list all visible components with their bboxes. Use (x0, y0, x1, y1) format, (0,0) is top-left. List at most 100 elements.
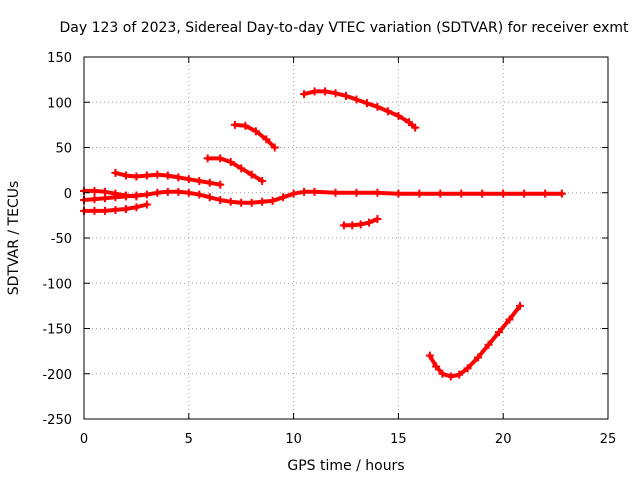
data-point (132, 172, 141, 181)
data-point (289, 189, 298, 198)
axis-tick-labels: 0 5 10 15 20 25 150 100 50 0 -50 -100 -150 -200 -250 (42, 51, 616, 447)
x-tick-label: 5 (185, 432, 193, 447)
data-point (362, 99, 371, 108)
data-point (404, 118, 413, 127)
data-point (415, 189, 424, 198)
data-point (505, 315, 514, 324)
x-tick-label: 20 (495, 432, 512, 447)
data-point (262, 135, 271, 144)
data-point (356, 220, 365, 229)
data-point (241, 121, 250, 130)
data-point (321, 87, 330, 96)
data-point (310, 187, 319, 196)
data-point (557, 189, 566, 198)
data-point (348, 221, 357, 230)
data-point (216, 154, 225, 163)
y-tick-label: 150 (47, 51, 72, 66)
data-point (230, 120, 239, 129)
data-point (495, 328, 504, 337)
series-4 (203, 154, 267, 185)
data-point (373, 188, 382, 197)
data-point (247, 198, 256, 207)
series-2 (80, 200, 151, 215)
data-point (90, 206, 99, 215)
data-point (474, 353, 483, 362)
data-point (226, 157, 235, 166)
data-point (438, 369, 447, 378)
x-axis-label: GPS time / hours (287, 458, 404, 474)
data-point (268, 196, 277, 205)
data-point (394, 111, 403, 120)
data-point (153, 170, 162, 179)
x-tick-label: 0 (80, 432, 88, 447)
data-point (90, 186, 99, 195)
data-point (237, 198, 246, 207)
data-point (203, 154, 212, 163)
series-1 (80, 187, 566, 207)
y-axis-label: SDTVAR / TECUs (6, 181, 22, 296)
series-5 (230, 120, 279, 152)
data-point (100, 206, 109, 215)
data-point (463, 364, 472, 373)
series-3 (111, 168, 225, 189)
data-point (174, 173, 183, 182)
data-point (163, 171, 172, 180)
y-tick-label: -150 (42, 323, 72, 338)
data-point (394, 189, 403, 198)
data-point (342, 91, 350, 100)
data-point (373, 102, 382, 111)
data-point (270, 143, 279, 152)
data-point (339, 221, 348, 230)
data-point (520, 189, 529, 198)
grid-lines (84, 57, 608, 419)
data-point (499, 189, 508, 198)
y-tick-label: -250 (42, 413, 72, 428)
data-point (100, 194, 109, 203)
data-point (153, 188, 162, 197)
series-6 (300, 87, 420, 132)
series-line (427, 303, 522, 379)
data-point (237, 164, 246, 173)
data-point (331, 188, 340, 197)
y-tick-label: -200 (42, 368, 72, 383)
x-tick-label: 25 (600, 432, 617, 447)
data-point (446, 372, 455, 381)
data-point (432, 362, 441, 371)
data-point (425, 351, 434, 360)
chart-title: Day 123 of 2023, Sidereal Day-to-day VTE… (60, 20, 630, 36)
data-point (331, 89, 340, 98)
data-point (142, 190, 151, 199)
y-tick-label: -50 (51, 232, 72, 247)
data-point (478, 189, 487, 198)
data-point (258, 176, 267, 185)
data-point (484, 340, 493, 349)
data-point (111, 168, 120, 177)
data-point (216, 180, 225, 189)
y-tick-label: -100 (42, 277, 72, 292)
data-point (111, 205, 120, 214)
data-point (142, 171, 151, 180)
data-point (247, 170, 256, 179)
data-point (279, 193, 288, 202)
data-point (258, 197, 267, 206)
x-tick-label: 10 (285, 432, 302, 447)
data-point (195, 190, 204, 199)
data-point (373, 214, 382, 223)
data-point (184, 188, 193, 197)
data-point (515, 301, 524, 310)
data-point (121, 205, 130, 214)
data-point (90, 195, 99, 204)
series-7 (339, 214, 382, 230)
y-tick-label: 100 (47, 96, 72, 111)
data-point (174, 187, 183, 196)
data-point (132, 203, 141, 212)
data-point (310, 87, 319, 96)
data-point (411, 123, 420, 132)
data-point (365, 218, 374, 227)
data-point (205, 193, 214, 202)
data-point (121, 171, 130, 180)
data-point (226, 197, 235, 206)
data-point (195, 176, 204, 185)
data-point (300, 187, 309, 196)
